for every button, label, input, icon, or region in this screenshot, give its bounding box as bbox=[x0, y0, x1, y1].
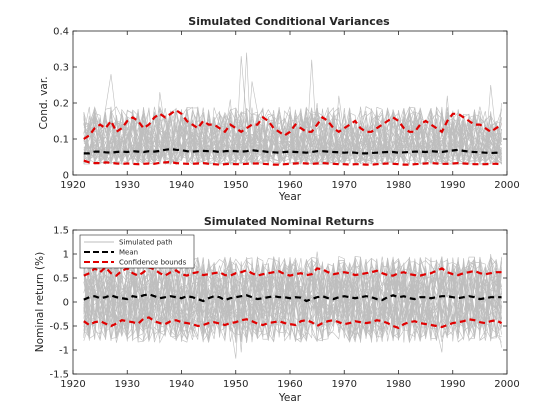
x-tick-label: 1920 bbox=[60, 180, 85, 191]
y-tick-label: 1.5 bbox=[53, 226, 69, 237]
y-axis-ticks: -1.5 -1 -0.5 0 0.5 1 1.5 bbox=[49, 226, 507, 381]
x-tick-label: 1930 bbox=[115, 180, 140, 191]
upper-confidence-bound bbox=[83, 265, 502, 277]
legend-label-simulated: Simulated path bbox=[119, 239, 173, 247]
lower-confidence-bound bbox=[83, 316, 503, 330]
y-tick-label: -0.5 bbox=[49, 322, 69, 333]
x-axis-ticks: 1920 1930 1940 1950 1960 1970 1980 1990 2000 bbox=[60, 230, 520, 390]
plot-nominal-returns: Simulated Nominal Returns 1920 1930 1940 19… bbox=[34, 215, 520, 404]
legend-label-mean: Mean bbox=[119, 249, 138, 257]
summary-lines bbox=[83, 108, 503, 166]
y-axis-label: Nominal return (%) bbox=[34, 252, 46, 352]
x-axis-label: Year bbox=[278, 392, 302, 404]
x-tick-label: 2000 bbox=[494, 379, 519, 390]
simulated-path bbox=[83, 108, 502, 165]
simulated-path bbox=[83, 259, 502, 343]
x-tick-label: 1930 bbox=[115, 379, 140, 390]
x-tick-label: 1990 bbox=[440, 180, 465, 191]
simulated-path bbox=[83, 256, 502, 342]
simulated-path bbox=[83, 107, 502, 165]
upper-confidence-bound bbox=[83, 108, 503, 140]
summary-lines bbox=[83, 265, 503, 330]
lower-confidence-bound bbox=[83, 159, 502, 166]
x-tick-label: 1990 bbox=[440, 379, 465, 390]
x-axis-ticks: 1920 1930 1940 1950 1960 1970 1980 1990 2000 bbox=[60, 31, 520, 191]
y-tick-label: 0.5 bbox=[53, 274, 69, 285]
y-tick-label: 0.3 bbox=[53, 63, 69, 74]
plot-title: Simulated Nominal Returns bbox=[204, 215, 375, 228]
y-tick-label: 0.1 bbox=[53, 135, 69, 146]
x-tick-label: 1960 bbox=[277, 180, 302, 191]
legend-label-confidence: Confidence bounds bbox=[119, 259, 187, 267]
x-tick-label: 1940 bbox=[169, 379, 194, 390]
x-tick-label: 1960 bbox=[277, 379, 302, 390]
x-tick-label: 1970 bbox=[332, 180, 357, 191]
x-axis-label: Year bbox=[278, 191, 302, 203]
simulated-path bbox=[83, 257, 502, 342]
y-tick-label: -1 bbox=[59, 346, 69, 357]
x-tick-label: 1920 bbox=[60, 379, 85, 390]
y-tick-label: 0.2 bbox=[53, 99, 69, 110]
simulated-path bbox=[83, 106, 502, 166]
x-tick-label: 1980 bbox=[386, 180, 411, 191]
mean-line bbox=[83, 147, 502, 155]
x-tick-label: 2000 bbox=[494, 180, 519, 191]
y-tick-label: -1.5 bbox=[49, 370, 69, 381]
simulated-path bbox=[83, 111, 502, 166]
legend: Simulated path Mean Confidence bounds bbox=[79, 234, 195, 269]
x-tick-label: 1970 bbox=[332, 379, 357, 390]
x-tick-label: 1940 bbox=[169, 180, 194, 191]
x-tick-label: 1980 bbox=[386, 379, 411, 390]
y-axis-ticks: 0 0.1 0.2 0.3 0.4 bbox=[53, 27, 507, 182]
y-tick-label: 0 bbox=[63, 171, 69, 182]
mean-line bbox=[83, 293, 502, 303]
y-axis-label: Cond. var. bbox=[38, 76, 50, 129]
simulated-path bbox=[83, 256, 502, 343]
plot-title: Simulated Conditional Variances bbox=[188, 15, 390, 28]
y-tick-label: 0 bbox=[63, 298, 69, 309]
y-tick-label: 0.4 bbox=[53, 27, 69, 38]
x-tick-label: 1950 bbox=[223, 379, 248, 390]
simulated-path bbox=[83, 256, 502, 343]
plot-conditional-variances: Simulated Conditional Variances 1920 1930… bbox=[38, 15, 520, 203]
simulated-path bbox=[83, 110, 502, 166]
x-tick-label: 1950 bbox=[223, 180, 248, 191]
y-tick-label: 1 bbox=[63, 250, 69, 261]
